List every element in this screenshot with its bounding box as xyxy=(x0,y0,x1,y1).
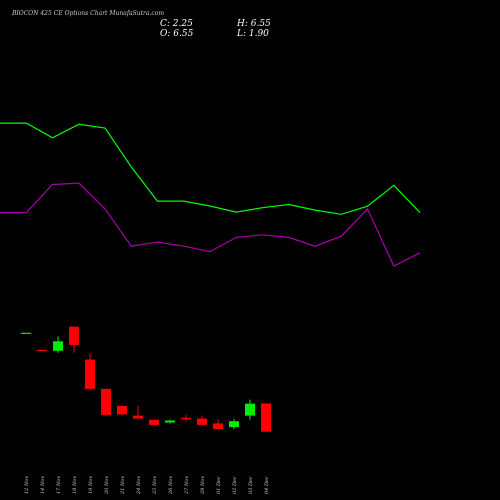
x-tick-label: 12 Nov xyxy=(24,476,30,494)
x-tick-label: 04 Dec xyxy=(264,476,270,494)
x-tick-label: 26 Nov xyxy=(168,476,174,495)
candles-group xyxy=(21,326,271,432)
candle-body xyxy=(181,417,191,420)
x-axis-ticks: 12 Nov 14 Nov 17 Nov 18 Nov 19 Nov 20 Nov 21 N… xyxy=(24,476,270,495)
lower-band-line xyxy=(0,182,421,267)
candle-body xyxy=(165,420,175,423)
x-tick-label: 14 Nov xyxy=(40,476,46,494)
candle-body xyxy=(197,418,207,425)
x-tick-label: 01 Dec xyxy=(216,476,222,494)
x-tick-label: 03 Dec xyxy=(248,476,254,494)
upper-band-line xyxy=(0,122,421,215)
candle-body xyxy=(133,415,143,419)
candle-body xyxy=(245,403,255,416)
x-tick-label: 17 Nov xyxy=(56,476,62,494)
open-value: O: 6.55 xyxy=(160,29,194,39)
x-tick-label: 27 Nov xyxy=(184,476,190,495)
x-tick-label: 24 Nov xyxy=(136,476,142,495)
candle-body xyxy=(101,388,111,415)
candle-body xyxy=(85,359,95,389)
candle-body xyxy=(21,332,31,334)
x-tick-label: 18 Nov xyxy=(72,476,78,494)
low-value: L: 1.90 xyxy=(236,29,269,39)
candle-body xyxy=(37,349,47,352)
candle-body xyxy=(213,423,223,430)
high-value: H: 6.55 xyxy=(236,19,271,29)
close-value: C: 2.25 xyxy=(160,19,193,29)
x-tick-label: 28 Nov xyxy=(200,476,206,495)
x-tick-label: 02 Dec xyxy=(232,476,238,494)
candle-body xyxy=(261,403,271,432)
candle-body xyxy=(53,341,63,351)
candle-body xyxy=(149,419,159,425)
chart-title: BIOCON 425 CE Options Chart MunafaSutra.… xyxy=(11,10,164,17)
candle-body xyxy=(69,326,79,345)
x-tick-label: 21 Nov xyxy=(120,476,126,495)
x-tick-label: 19 Nov xyxy=(88,476,94,494)
candle-body xyxy=(229,421,239,428)
candle-body xyxy=(117,405,127,415)
x-tick-label: 20 Nov xyxy=(104,476,110,495)
x-tick-label: 25 Nov xyxy=(152,476,158,495)
